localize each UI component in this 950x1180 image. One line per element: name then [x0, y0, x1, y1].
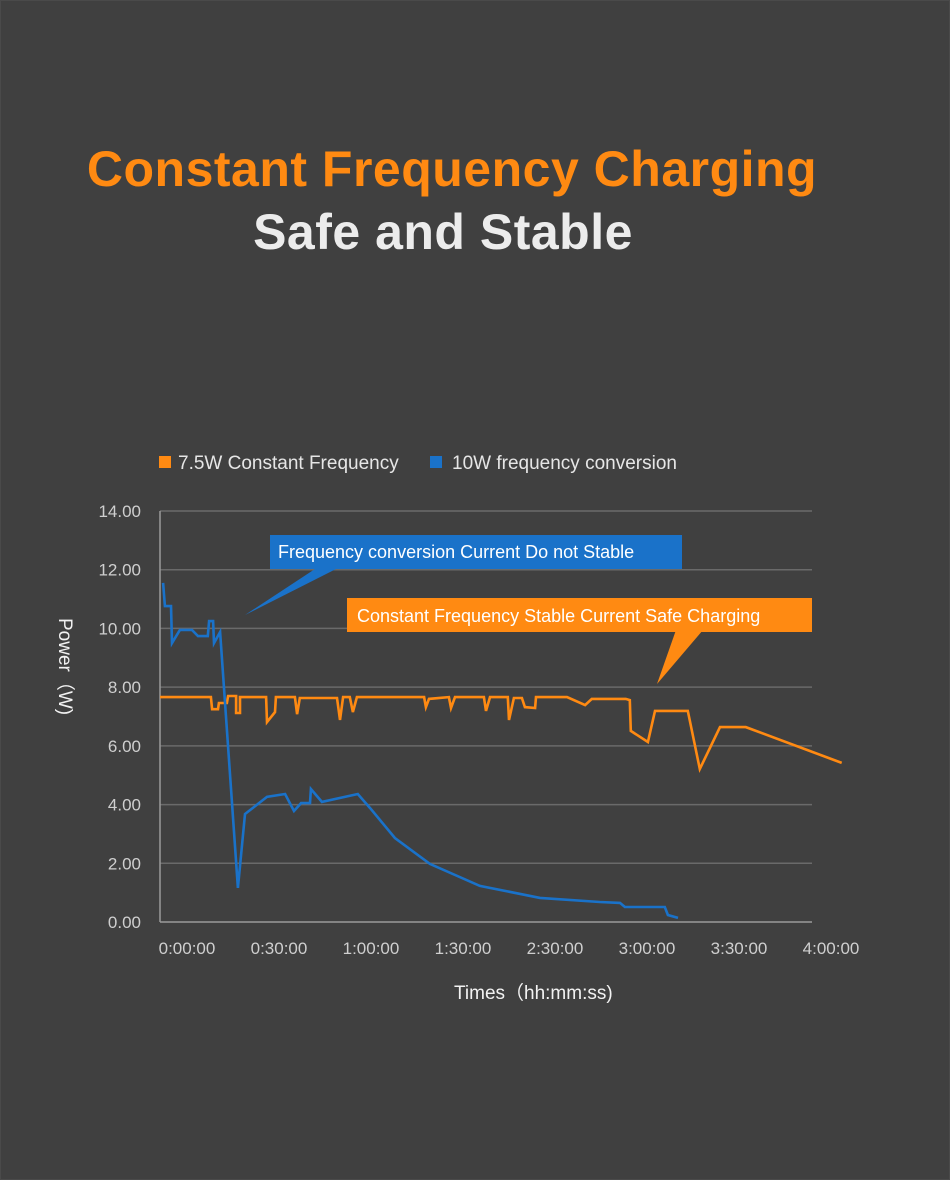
x-tick-label: 4:00:00 — [803, 939, 860, 958]
x-axis-title: Times（hh:mm:ss) — [454, 982, 613, 1004]
series-line-constant-frequency — [160, 694, 843, 774]
legend-swatch-blue — [430, 456, 442, 468]
legend-label-orange: 7.5W Constant Frequency — [178, 453, 399, 474]
series-layer — [160, 582, 843, 920]
page-subtitle: Safe and Stable — [253, 204, 633, 260]
callout-blue: Frequency conversion Current Do not Stab… — [245, 535, 682, 615]
callout-blue-box — [270, 535, 682, 569]
legend: 7.5W Constant Frequency 10W frequency co… — [159, 453, 677, 474]
y-tick-label: 2.00 — [108, 854, 141, 873]
legend-label-blue: 10W frequency conversion — [452, 453, 677, 474]
x-tick-label: 1:30:00 — [435, 939, 492, 958]
x-tick-label: 1:00:00 — [343, 939, 400, 958]
grid — [160, 510, 812, 865]
y-axis-title: Power（W) — [54, 618, 76, 715]
y-tick-label: 0.00 — [108, 913, 141, 932]
callout-orange: Constant Frequency Stable Current Safe C… — [347, 598, 812, 684]
y-tick-label: 8.00 — [108, 678, 141, 697]
legend-swatch-orange — [159, 456, 171, 468]
callout-orange-text: Constant Frequency Stable Current Safe C… — [357, 606, 760, 626]
y-tick-label: 6.00 — [108, 737, 141, 756]
x-tick-label: 0:30:00 — [251, 939, 308, 958]
y-tick-label: 12.00 — [98, 561, 141, 580]
y-tick-label: 10.00 — [98, 619, 141, 638]
callout-blue-text: Frequency conversion Current Do not Stab… — [278, 542, 634, 562]
x-tick-label: 3:00:00 — [619, 939, 676, 958]
series-line-frequency-conversion — [161, 582, 679, 920]
x-tick-label: 3:30:00 — [711, 939, 768, 958]
y-tick-labels: 0.00 2.00 4.00 6.00 8.00 10.00 12.00 14.00 — [98, 502, 141, 932]
y-tick-label: 14.00 — [98, 502, 141, 521]
x-tick-labels: 0:00:00 0:30:00 1:00:00 1:30:00 2:30:00 3:00:… — [159, 939, 860, 958]
x-tick-label: 0:00:00 — [159, 939, 216, 958]
x-tick-label: 2:30:00 — [527, 939, 584, 958]
callout-orange-pointer — [657, 630, 703, 684]
y-tick-label: 4.00 — [108, 796, 141, 815]
callout-blue-pointer — [245, 567, 340, 615]
page-title: Constant Frequency Charging — [86, 141, 818, 197]
callout-orange-box — [347, 598, 812, 632]
